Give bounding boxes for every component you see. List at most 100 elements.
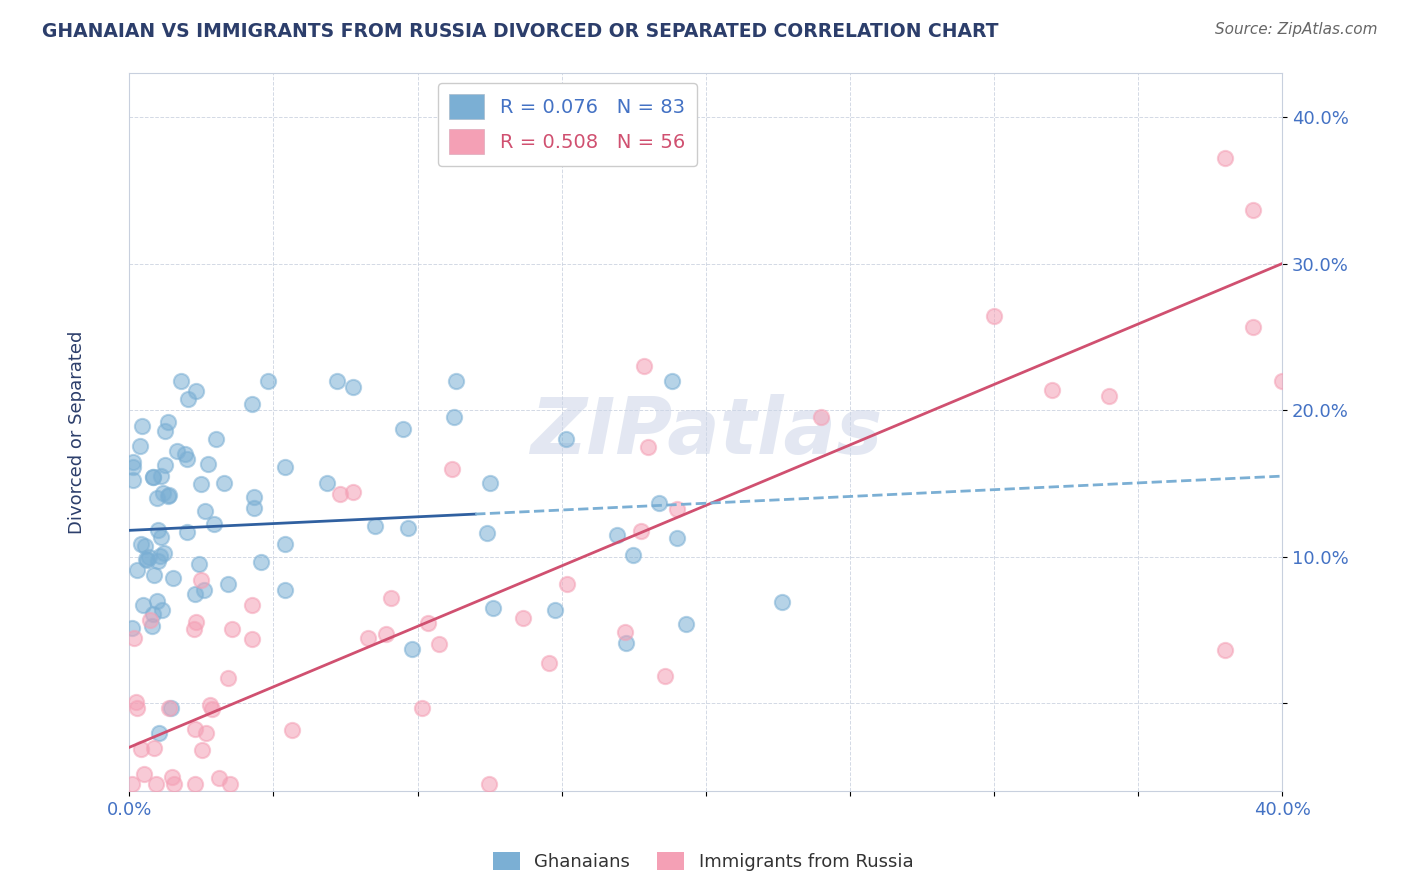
Point xyxy=(392,422,415,436)
Point xyxy=(197,457,219,471)
Text: GHANAIAN VS IMMIGRANTS FROM RUSSIA DIVORCED OR SEPARATED CORRELATION CHART: GHANAIAN VS IMMIGRANTS FROM RUSSIA DIVOR… xyxy=(42,22,998,41)
Point xyxy=(201,701,224,715)
Point xyxy=(218,577,240,591)
Point xyxy=(129,537,152,551)
Point xyxy=(135,551,157,566)
Point xyxy=(146,594,169,608)
Point xyxy=(134,539,156,553)
Point xyxy=(150,603,173,617)
Point xyxy=(1271,374,1294,388)
Point xyxy=(146,491,169,505)
Legend: R = 0.076   N = 83, R = 0.508   N = 56: R = 0.076 N = 83, R = 0.508 N = 56 xyxy=(437,83,697,166)
Point xyxy=(512,611,534,625)
Point xyxy=(193,582,215,597)
Point xyxy=(208,771,231,785)
Point xyxy=(243,490,266,504)
Point xyxy=(675,617,697,632)
Point xyxy=(555,433,578,447)
Point xyxy=(183,777,205,791)
Point xyxy=(274,582,297,597)
Point xyxy=(1040,383,1063,397)
Point xyxy=(444,374,467,388)
Point xyxy=(159,701,181,715)
Point xyxy=(661,374,683,388)
Point xyxy=(482,601,505,615)
Point xyxy=(342,380,364,394)
Point xyxy=(416,616,439,631)
Point xyxy=(240,599,263,613)
Point xyxy=(614,636,637,650)
Point xyxy=(633,359,655,373)
Point xyxy=(135,553,157,567)
Text: ZIPatlas: ZIPatlas xyxy=(530,394,882,470)
Point xyxy=(128,439,150,453)
Point xyxy=(183,623,205,637)
Point xyxy=(648,496,671,510)
Point xyxy=(150,469,173,483)
Point xyxy=(257,374,280,388)
Point xyxy=(606,528,628,542)
Point xyxy=(152,486,174,500)
Point xyxy=(176,451,198,466)
Point xyxy=(537,657,560,671)
Point xyxy=(142,470,165,484)
Point xyxy=(221,622,243,636)
Point xyxy=(240,397,263,411)
Point xyxy=(122,631,145,645)
Point xyxy=(242,501,264,516)
Point xyxy=(1213,642,1236,657)
Point xyxy=(654,669,676,683)
Point xyxy=(411,701,433,715)
Point xyxy=(190,477,212,491)
Point xyxy=(134,767,156,781)
Point xyxy=(173,447,195,461)
Point xyxy=(544,603,567,617)
Point xyxy=(1213,151,1236,165)
Point xyxy=(475,526,498,541)
Point xyxy=(157,488,180,502)
Point xyxy=(153,546,176,560)
Point xyxy=(145,777,167,791)
Point xyxy=(443,409,465,424)
Point xyxy=(155,458,177,472)
Point xyxy=(132,598,155,612)
Point xyxy=(166,444,188,458)
Point xyxy=(157,701,180,715)
Point xyxy=(121,777,143,791)
Point xyxy=(274,459,297,474)
Point xyxy=(163,777,186,791)
Point xyxy=(357,631,380,645)
Point xyxy=(138,613,160,627)
Point xyxy=(205,433,228,447)
Point xyxy=(630,524,652,538)
Text: Source: ZipAtlas.com: Source: ZipAtlas.com xyxy=(1215,22,1378,37)
Point xyxy=(195,726,218,740)
Point xyxy=(329,487,352,501)
Point xyxy=(198,698,221,712)
Point xyxy=(138,550,160,565)
Point xyxy=(1098,389,1121,403)
Point xyxy=(342,485,364,500)
Point xyxy=(127,700,149,714)
Point xyxy=(155,425,177,439)
Point xyxy=(665,502,688,516)
Point xyxy=(184,615,207,629)
Point xyxy=(316,475,339,490)
Point xyxy=(148,725,170,739)
Text: Divorced or Separated: Divorced or Separated xyxy=(69,330,86,533)
Legend: Ghanaians, Immigrants from Russia: Ghanaians, Immigrants from Russia xyxy=(485,845,921,879)
Point xyxy=(810,410,832,425)
Point xyxy=(149,530,172,544)
Point xyxy=(191,743,214,757)
Point xyxy=(125,695,148,709)
Point xyxy=(184,587,207,601)
Point xyxy=(440,462,463,476)
Point xyxy=(614,624,637,639)
Point xyxy=(177,392,200,406)
Point xyxy=(122,455,145,469)
Point xyxy=(478,476,501,491)
Point xyxy=(141,619,163,633)
Point xyxy=(429,637,451,651)
Point xyxy=(637,440,659,454)
Point xyxy=(281,723,304,737)
